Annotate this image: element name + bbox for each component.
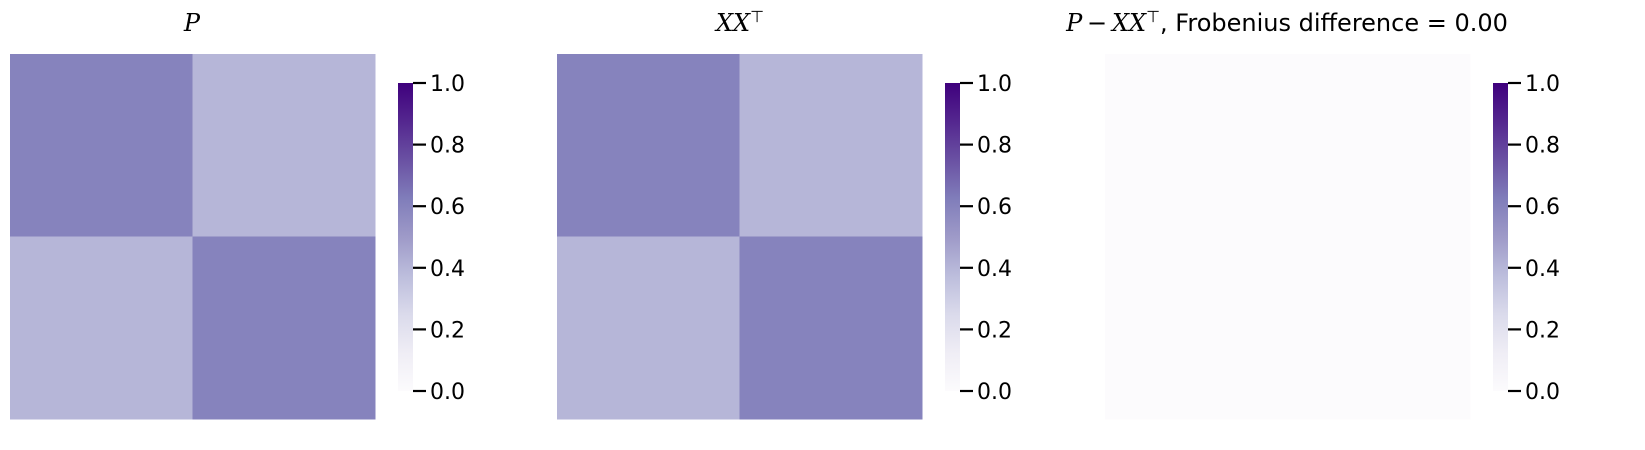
- chart-title-part: P: [183, 9, 201, 37]
- heatmap-cell-r0-c0: [10, 54, 193, 237]
- colorbar-tick-label: 0.4: [430, 257, 465, 282]
- colorbar-tick-label: 0.6: [977, 195, 1012, 220]
- heatmap-cell-r0-c0: [557, 54, 740, 237]
- colorbar-tick-label: 0.0: [1525, 380, 1560, 405]
- heatmap-cell-r0-c0: [1105, 54, 1288, 237]
- chart-title-part: ⊤: [1146, 7, 1160, 26]
- colorbar-tick-label: 0.0: [977, 380, 1012, 405]
- heatmap-cell-r1-c1: [739, 236, 923, 420]
- colorbar: [398, 83, 413, 391]
- chart-title: P − XX⊤, Frobenius difference = 0.00: [1065, 7, 1508, 37]
- colorbar: [1493, 83, 1508, 391]
- colorbar-tick-label: 0.0: [430, 380, 465, 405]
- heatmap-cell-r1-c0: [10, 236, 193, 420]
- heatmap-cell-r0-c1: [739, 54, 923, 237]
- heatmap-cell-r1-c1: [1287, 236, 1471, 420]
- heatmap-panel-xx-transpose: XX⊤ 0.0 0.2 0.4 0.6 0.8 1.0: [557, 7, 1012, 420]
- chart-title-part: −: [1082, 9, 1112, 37]
- heatmap-panel-p: P 0.0 0.2 0.4 0.6 0.8 1.0: [10, 9, 465, 420]
- colorbar-tick-label: 0.6: [1525, 195, 1560, 220]
- colorbar-tick-label: 0.6: [430, 195, 465, 220]
- heatmap-cell-r0-c1: [1287, 54, 1471, 237]
- heatmap-cell-r1-c1: [192, 236, 376, 420]
- chart-title-part: ⊤: [750, 7, 764, 26]
- colorbar: [945, 83, 960, 391]
- chart-title-part: XX: [714, 9, 751, 37]
- colorbar-tick-label: 1.0: [977, 72, 1012, 97]
- colorbar-tick-label: 0.4: [1525, 257, 1560, 282]
- colorbar-tick-label: 0.8: [977, 134, 1012, 159]
- colorbar-tick-label: 0.8: [1525, 134, 1560, 159]
- colorbar-tick-label: 1.0: [1525, 72, 1560, 97]
- chart-title: XX⊤: [714, 7, 764, 37]
- colorbar-tick-label: 0.2: [1525, 318, 1560, 343]
- heatmap-panel-difference: P − XX⊤, Frobenius difference = 0.00 0.0 0…: [1065, 7, 1560, 420]
- heatmap-cell-r1-c0: [1105, 236, 1288, 420]
- heatmap-cell-r0-c1: [192, 54, 376, 237]
- chart-title-part: XX: [1110, 9, 1147, 37]
- chart-title-part: , Frobenius difference = 0.00: [1160, 9, 1508, 37]
- colorbar-tick-label: 0.2: [977, 318, 1012, 343]
- heatmap-cell-r1-c0: [557, 236, 740, 420]
- colorbar-tick-label: 0.4: [977, 257, 1012, 282]
- chart-title-part: P: [1065, 9, 1083, 37]
- colorbar-tick-label: 0.8: [430, 134, 465, 159]
- colorbar-tick-label: 1.0: [430, 72, 465, 97]
- chart-title: P: [183, 9, 201, 37]
- colorbar-tick-label: 0.2: [430, 318, 465, 343]
